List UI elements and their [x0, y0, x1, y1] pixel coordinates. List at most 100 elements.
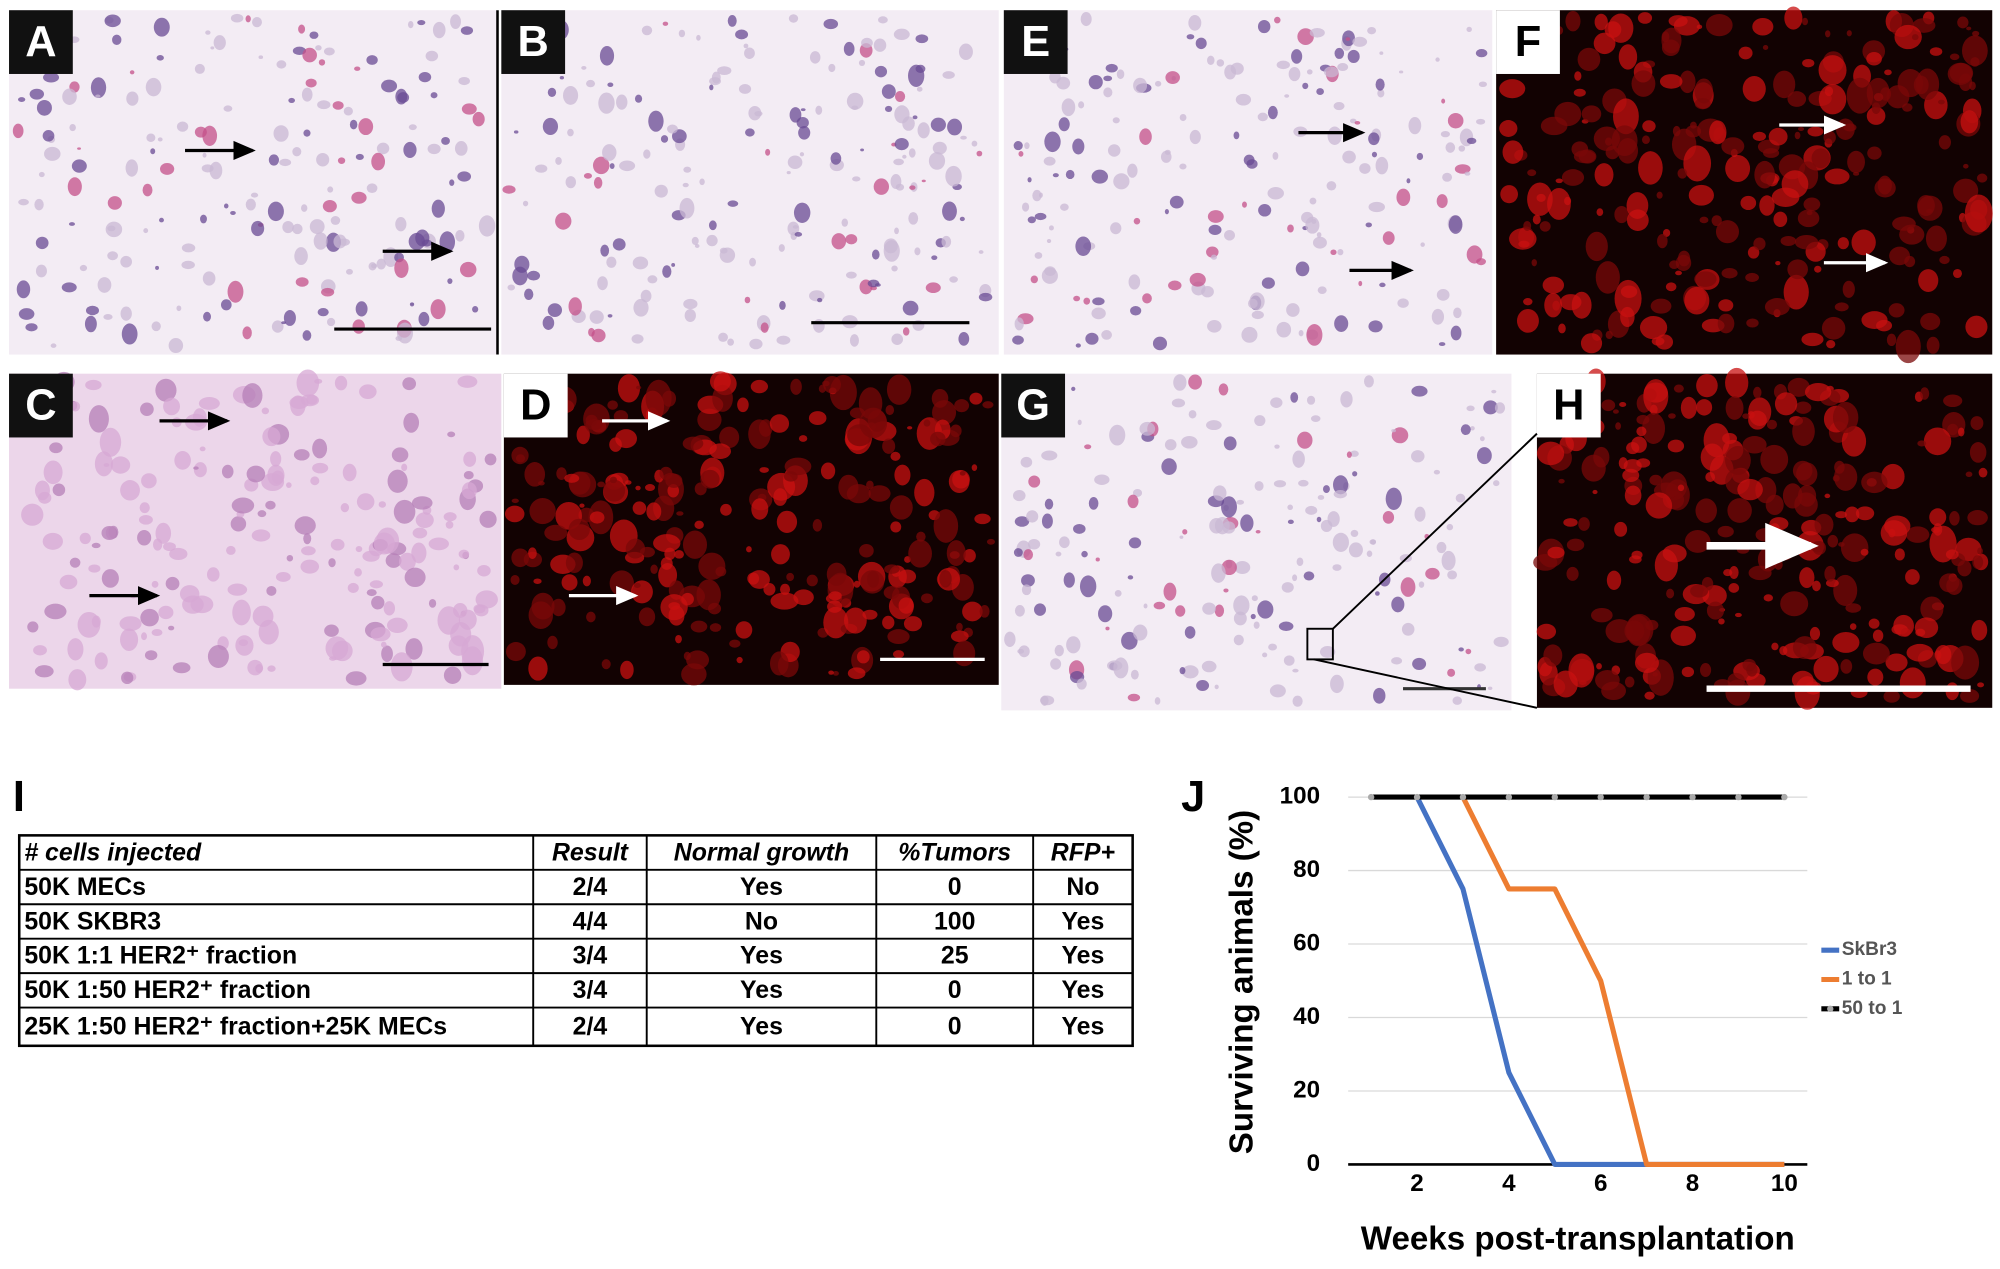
texture: [1670, 625, 1696, 646]
texture: [843, 41, 855, 56]
texture: [1044, 498, 1054, 510]
texture: [198, 397, 220, 410]
texture: [1184, 626, 1196, 639]
texture: [1695, 498, 1717, 523]
texture: [97, 277, 112, 293]
results-table: # cells injected Result Normal growth %Tumo…: [17, 834, 1134, 1048]
texture: [1332, 532, 1349, 553]
texture: [477, 564, 491, 577]
texture: [1667, 439, 1685, 453]
texture: [699, 178, 705, 186]
texture: [884, 105, 893, 113]
texture: [1273, 480, 1287, 488]
texture: [925, 282, 941, 294]
texture: [883, 240, 900, 262]
texture: [428, 537, 449, 551]
texture: [290, 395, 306, 417]
texture: [474, 604, 489, 617]
texture: [776, 510, 798, 534]
texture: [898, 569, 917, 584]
texture: [1527, 182, 1553, 216]
y-tick-label: 60: [1293, 929, 1320, 956]
texture: [914, 247, 921, 256]
texture: [1454, 164, 1471, 174]
texture: [892, 650, 905, 659]
texture: [411, 496, 433, 510]
texture: [1179, 667, 1186, 675]
texture: [1487, 686, 1493, 690]
texture: [1445, 142, 1456, 153]
header-cell: RFP+: [1051, 838, 1115, 866]
texture: [181, 260, 195, 270]
texture: [354, 66, 361, 71]
texture: [1929, 508, 1947, 527]
texture: [1753, 237, 1766, 251]
texture: [634, 582, 641, 588]
texture: [140, 608, 159, 627]
texture: [1558, 478, 1565, 484]
texture: [765, 148, 771, 156]
texture: [597, 276, 608, 291]
texture: [1773, 70, 1796, 99]
y-tick-label: 0: [1307, 1150, 1320, 1177]
texture: [1566, 538, 1585, 552]
texture: [748, 570, 770, 589]
texture: [107, 251, 118, 261]
texture: [979, 604, 990, 618]
texture: [141, 632, 147, 641]
texture: [1367, 26, 1377, 35]
texture: [18, 308, 35, 320]
texture: [898, 597, 914, 614]
texture: [151, 321, 161, 332]
texture: [1573, 88, 1586, 97]
texture: [916, 86, 923, 92]
texture: [450, 14, 461, 29]
texture: [1742, 76, 1766, 102]
texture: [632, 256, 649, 270]
texture: [1233, 131, 1240, 140]
texture: [1787, 91, 1807, 107]
texture: [798, 125, 811, 140]
texture: [1837, 237, 1849, 250]
texture: [1290, 392, 1299, 403]
texture: [1531, 259, 1537, 267]
texture: [709, 443, 731, 459]
texture: [1163, 582, 1177, 601]
texture: [524, 462, 546, 487]
texture: [862, 609, 878, 620]
texture: [908, 539, 932, 568]
texture: [1202, 602, 1216, 615]
texture: [1794, 234, 1819, 250]
micrograph: [1001, 373, 1512, 711]
texture: [1370, 539, 1377, 545]
texture: [1130, 669, 1139, 680]
texture: [632, 501, 647, 515]
texture: [415, 512, 434, 528]
texture: [1316, 232, 1322, 238]
texture: [820, 462, 836, 480]
texture: [1305, 505, 1318, 515]
texture: [255, 664, 264, 674]
texture: [1077, 419, 1082, 426]
texture: [852, 176, 861, 182]
texture: [1679, 70, 1696, 94]
texture: [958, 43, 973, 61]
texture: [457, 171, 472, 182]
texture: [275, 572, 291, 582]
texture: [1945, 549, 1959, 560]
texture: [1398, 70, 1404, 74]
texture: [1188, 410, 1197, 419]
texture: [1753, 386, 1762, 399]
texture: [68, 222, 75, 226]
texture: [1619, 402, 1627, 408]
texture: [746, 546, 752, 553]
texture: [342, 463, 357, 482]
texture: [1391, 427, 1409, 444]
texture: [1023, 549, 1034, 561]
texture: [1886, 333, 1897, 347]
texture: [1618, 44, 1638, 70]
texture: [1235, 93, 1252, 106]
texture: [390, 652, 413, 682]
texture: [271, 320, 284, 333]
texture: [551, 598, 566, 617]
